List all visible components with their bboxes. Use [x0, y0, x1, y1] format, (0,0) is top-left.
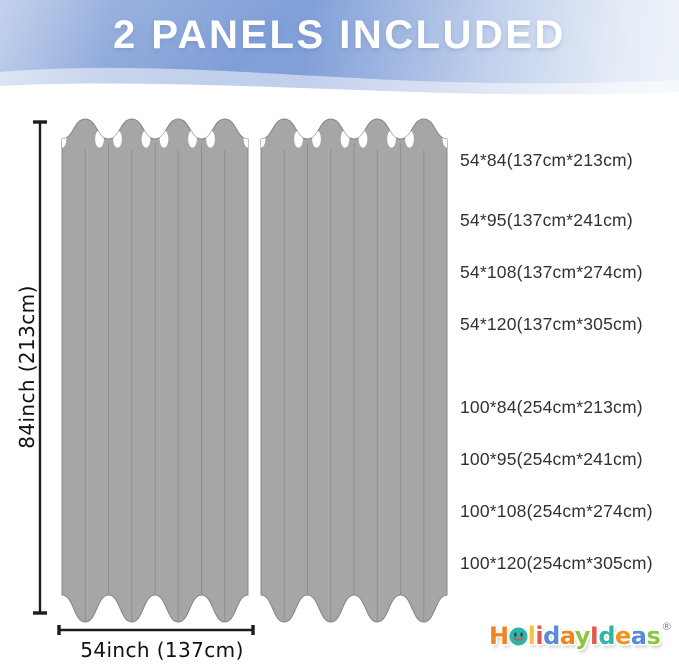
brand-logo-letter: I	[589, 622, 599, 650]
brand-logo-letter: y	[574, 622, 591, 650]
brand-logo-letter: a	[559, 622, 575, 650]
brand-logo-letter: a	[630, 622, 647, 650]
width-dimension-line	[57, 625, 255, 635]
size-option: 100*108(254cm*274cm)	[460, 501, 653, 521]
curtain-panel-left	[58, 119, 253, 629]
size-option: 54*108(137cm*274cm)	[460, 262, 643, 282]
size-options-list: 54*84(137cm*213cm) 54*95(137cm*241cm) 54*1…	[460, 148, 679, 575]
brand-logo-letter: H	[489, 622, 509, 650]
height-dimension-label: 84inch (213cm)	[15, 285, 39, 449]
banner: 2 PANELS INCLUDED	[0, 0, 679, 112]
curtain-panel-right	[257, 119, 452, 629]
smiley-face-icon	[509, 622, 528, 650]
brand-logo-letter: l	[527, 622, 536, 650]
size-option: 100*95(254cm*241cm)	[460, 449, 643, 469]
size-option: 54*120(137cm*305cm)	[460, 314, 643, 334]
brand-logo-letter: e	[615, 622, 631, 650]
registered-trademark: ®	[661, 620, 672, 633]
width-dimension-label: 54inch (137cm)	[80, 638, 244, 662]
size-option: 54*95(137cm*241cm)	[460, 210, 633, 230]
brand-logo-letter: d	[598, 622, 615, 650]
brand-logo-letter: i	[535, 622, 544, 650]
brand-logo-letter: s	[646, 622, 661, 650]
size-option: 100*120(254cm*305cm)	[460, 553, 653, 573]
banner-wave-decoration	[0, 67, 679, 112]
size-option: 100*84(254cm*213cm)	[460, 397, 643, 417]
height-dimension-line	[33, 120, 47, 615]
brand-logo-letter: d	[543, 622, 560, 650]
size-option: 54*84(137cm*213cm)	[460, 150, 633, 170]
banner-title: 2 PANELS INCLUDED	[113, 13, 566, 57]
